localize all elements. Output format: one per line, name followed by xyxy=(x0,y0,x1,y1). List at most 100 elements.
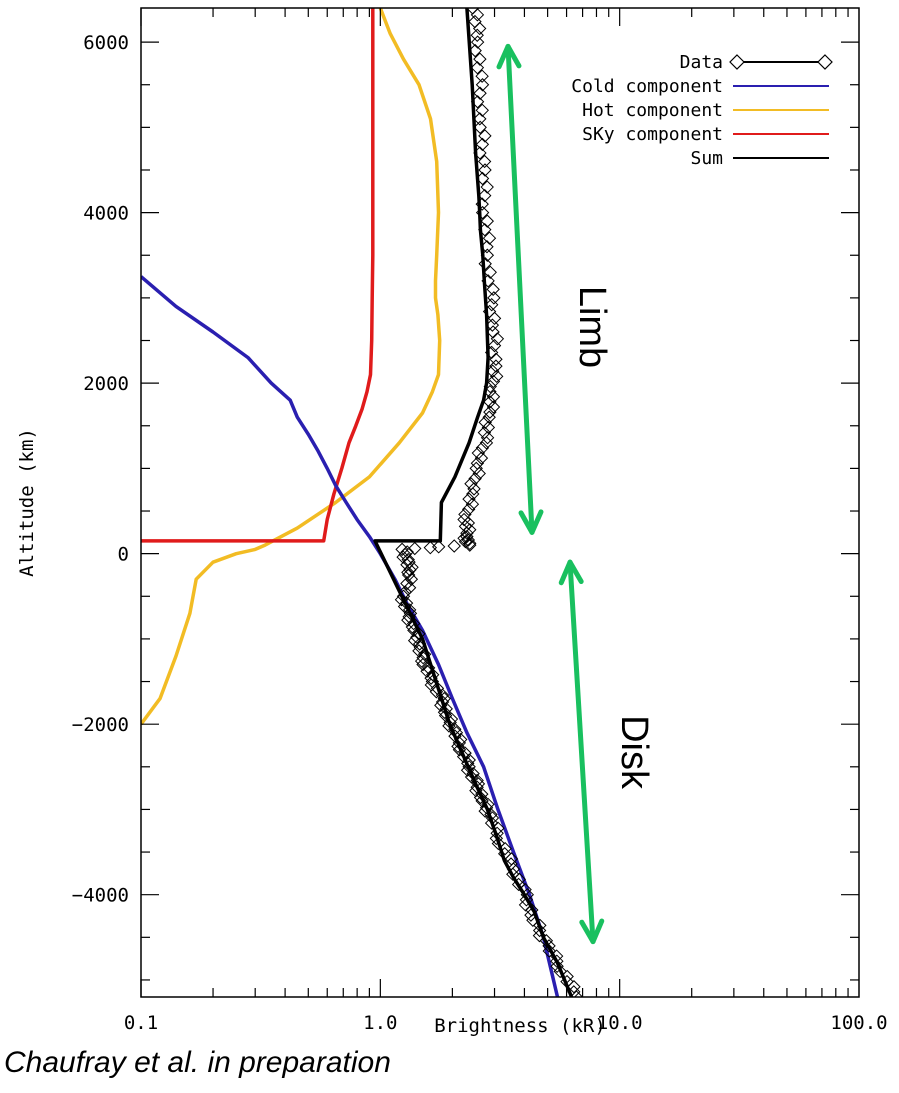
data-point xyxy=(519,893,534,907)
data-point xyxy=(403,606,418,621)
data-point xyxy=(478,188,492,203)
data-point xyxy=(479,801,494,815)
data-point xyxy=(480,180,494,194)
data-point xyxy=(400,576,414,591)
data-point xyxy=(480,430,495,445)
data-point xyxy=(489,831,504,846)
data-point xyxy=(489,369,504,384)
data-point xyxy=(478,415,492,430)
data-point xyxy=(412,644,426,658)
data-point xyxy=(550,959,564,974)
limb-arrow xyxy=(496,43,544,535)
data-point xyxy=(478,163,492,177)
y-tick-label: 0 xyxy=(118,544,129,566)
plot-frame xyxy=(140,7,860,998)
data-point xyxy=(567,980,581,994)
data-point xyxy=(470,8,485,22)
data-point xyxy=(473,790,488,805)
data-point xyxy=(412,627,426,641)
data-point xyxy=(468,14,482,29)
data-point xyxy=(467,482,481,496)
data-point xyxy=(484,297,499,312)
data-point xyxy=(466,487,480,501)
data-point xyxy=(464,770,479,784)
data-point xyxy=(491,836,506,851)
data-point xyxy=(475,137,490,152)
data-point xyxy=(489,359,503,373)
legend: Data Cold component Hot component SKy compo… xyxy=(571,52,833,169)
data-point xyxy=(423,540,438,555)
data-point xyxy=(470,35,485,49)
data-point xyxy=(468,471,482,486)
data-point xyxy=(463,538,477,552)
arrow-head xyxy=(558,559,584,586)
disk-label: Disk xyxy=(613,715,655,790)
y-tick-label: 2000 xyxy=(83,373,129,395)
data-point xyxy=(442,719,456,733)
data-point xyxy=(408,541,422,556)
data-point xyxy=(486,325,500,339)
data-point xyxy=(486,374,501,389)
data-point xyxy=(482,410,496,424)
arrow-head xyxy=(579,918,605,945)
data-point xyxy=(431,540,446,554)
data-point xyxy=(486,282,500,297)
arrow-head xyxy=(496,43,522,70)
data-point xyxy=(486,400,501,414)
data-point xyxy=(486,390,501,404)
data-point xyxy=(401,568,416,582)
series-data xyxy=(394,8,584,997)
limb-label: Limb xyxy=(571,286,613,368)
legend-marker-diamond xyxy=(817,54,833,70)
series-line-hot-component xyxy=(141,8,442,726)
data-point xyxy=(477,154,492,169)
data-point xyxy=(475,103,489,118)
data-point xyxy=(487,338,502,353)
data-point xyxy=(460,763,475,777)
data-point xyxy=(462,492,476,506)
data-point xyxy=(553,964,567,979)
data-point xyxy=(472,466,486,481)
legend-label-data: Data xyxy=(680,52,723,73)
data-point xyxy=(474,451,489,465)
data-point xyxy=(487,291,501,305)
data-point xyxy=(463,536,477,551)
data-point xyxy=(437,705,452,719)
arrow-shaft xyxy=(567,559,596,945)
series-line-sum xyxy=(373,8,574,997)
x-tick-label: 0.1 xyxy=(124,1012,158,1034)
data-point xyxy=(414,654,429,668)
disk-arrow xyxy=(558,559,605,945)
y-axis-title: Altitude (km) xyxy=(16,428,38,577)
arrow-shaft xyxy=(505,43,535,535)
data-point xyxy=(471,446,486,460)
data-point xyxy=(451,739,465,754)
data-point xyxy=(475,441,490,455)
data-point xyxy=(482,231,497,245)
data-point xyxy=(448,729,462,743)
data-point xyxy=(475,794,489,808)
y-tick-label: −4000 xyxy=(72,885,129,907)
data-point xyxy=(406,616,421,631)
y-tick-label: 6000 xyxy=(83,32,129,54)
data-point xyxy=(478,129,492,143)
data-point xyxy=(484,816,499,830)
data-point xyxy=(460,526,474,540)
data-point xyxy=(452,743,467,757)
data-point xyxy=(479,436,494,450)
data-point xyxy=(550,954,564,968)
data-point xyxy=(470,28,484,42)
legend-label-sky-component: SKy component xyxy=(582,124,723,145)
data-point xyxy=(473,112,487,126)
data-point xyxy=(483,405,497,419)
data-point xyxy=(470,60,485,75)
arrow-head xyxy=(518,509,544,535)
data-point xyxy=(487,311,502,326)
legend-label-sum: Sum xyxy=(690,148,723,169)
x-tick-label: 1.0 xyxy=(363,1012,397,1034)
data-point xyxy=(475,78,490,92)
figure-credit: Chaufray et al. in preparation xyxy=(4,1046,391,1079)
data-point xyxy=(483,395,497,409)
